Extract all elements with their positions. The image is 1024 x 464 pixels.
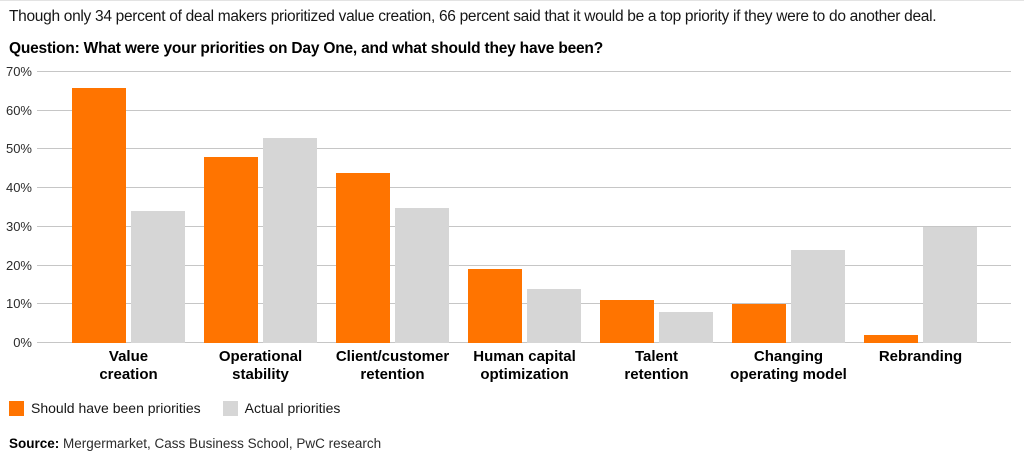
gridline [37, 187, 1011, 189]
category-label: Rebranding [878, 348, 963, 365]
y-axis-label: 70% [5, 64, 32, 79]
category-label: Talent retention [624, 348, 689, 383]
category-label: Value creation [99, 348, 158, 383]
category-label: Operational stability [218, 348, 303, 383]
source-text: Mergermarket, Cass Business School, PwC … [63, 436, 382, 451]
y-axis-label: 60% [5, 102, 32, 118]
gridline [37, 225, 1011, 227]
question-title: Question: What were your priorities on D… [9, 40, 603, 57]
bar-should-have-been-priorities [468, 269, 522, 343]
bar-should-have-been-priorities [732, 304, 786, 343]
bar-chart-plot-area [37, 71, 1011, 343]
bar-actual-priorities [791, 250, 845, 343]
bar-group [864, 72, 977, 343]
gridline [37, 342, 1011, 343]
bar-actual-priorities [131, 211, 185, 343]
gridline [37, 71, 1011, 72]
legend-swatch-icon [222, 400, 238, 416]
source-label: Source: [9, 436, 60, 451]
bar-actual-priorities [659, 312, 713, 343]
bar-actual-priorities [527, 288, 581, 343]
gridline [37, 264, 1011, 266]
y-axis-label: 40% [5, 180, 32, 196]
bar-should-have-been-priorities [864, 335, 918, 343]
category-label: Changing operating model [730, 348, 847, 383]
legend-label: Should have been priorities [31, 400, 201, 416]
y-axis-label: 30% [5, 218, 32, 234]
gridline [37, 109, 1011, 111]
legend-swatch-icon [9, 400, 24, 416]
intro-text: Though only 34 percent of deal makers pr… [9, 8, 937, 25]
bar-group [72, 72, 185, 343]
category-label: Client/customer retention [335, 348, 450, 383]
bar-group [204, 72, 317, 343]
bar-should-have-been-priorities [600, 300, 654, 343]
bar-group [732, 72, 845, 343]
legend-item: Should have been priorities [9, 400, 201, 416]
bar-actual-priorities [923, 226, 977, 343]
bar-should-have-been-priorities [204, 157, 258, 343]
bar-group [336, 72, 449, 343]
bar-should-have-been-priorities [336, 172, 390, 343]
chart-legend: Should have been priorities Actual priori… [9, 400, 340, 416]
gridline [37, 303, 1011, 305]
y-axis-label: 50% [5, 141, 32, 157]
bar-actual-priorities [395, 207, 449, 343]
bar-actual-priorities [263, 137, 317, 343]
legend-item: Actual priorities [222, 400, 341, 416]
bar-group [468, 72, 581, 343]
y-axis-label: 20% [5, 257, 32, 273]
y-axis-label: 10% [5, 296, 32, 312]
legend-label: Actual priorities [244, 400, 341, 416]
bar-group [600, 72, 713, 343]
bar-should-have-been-priorities [72, 87, 126, 343]
gridline [37, 148, 1011, 150]
source-note: Source: Mergermarket, Cass Business Scho… [9, 436, 381, 451]
y-axis-label: 0% [13, 335, 32, 350]
category-label: Human capital optimization [473, 348, 576, 383]
